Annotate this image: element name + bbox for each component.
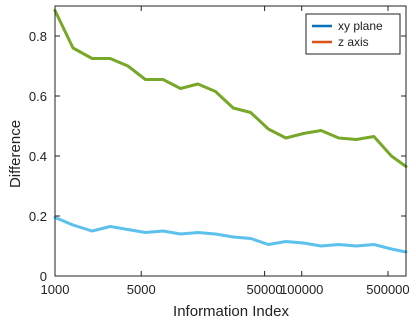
x-tick-label: 100000: [280, 282, 323, 297]
legend: xy plane z axis: [305, 13, 401, 55]
series-line-1: [53, 9, 408, 168]
x-tick-label: 5000: [127, 282, 156, 297]
legend-box: [305, 13, 401, 55]
x-tick-label: 50000: [247, 282, 283, 297]
legend-label: xy plane: [338, 19, 383, 33]
axes: [54, 5, 407, 277]
series-line-2: [53, 216, 408, 254]
y-axis-label: Difference: [7, 120, 24, 188]
x-axis-label: Information Index: [173, 303, 289, 320]
x-tick-label: 1000: [41, 282, 70, 297]
series-lines: [53, 9, 408, 254]
y-tick-label: 0.2: [29, 209, 47, 224]
y-tick-label: 0: [40, 269, 47, 284]
legend-label: z axis: [338, 35, 369, 49]
y-tick-label: 0.8: [29, 29, 47, 44]
x-tick-label: 500000: [366, 282, 409, 297]
y-tick-label: 0.6: [29, 89, 47, 104]
plot-frame: [54, 5, 407, 277]
y-tick-label: 0.4: [29, 149, 47, 164]
